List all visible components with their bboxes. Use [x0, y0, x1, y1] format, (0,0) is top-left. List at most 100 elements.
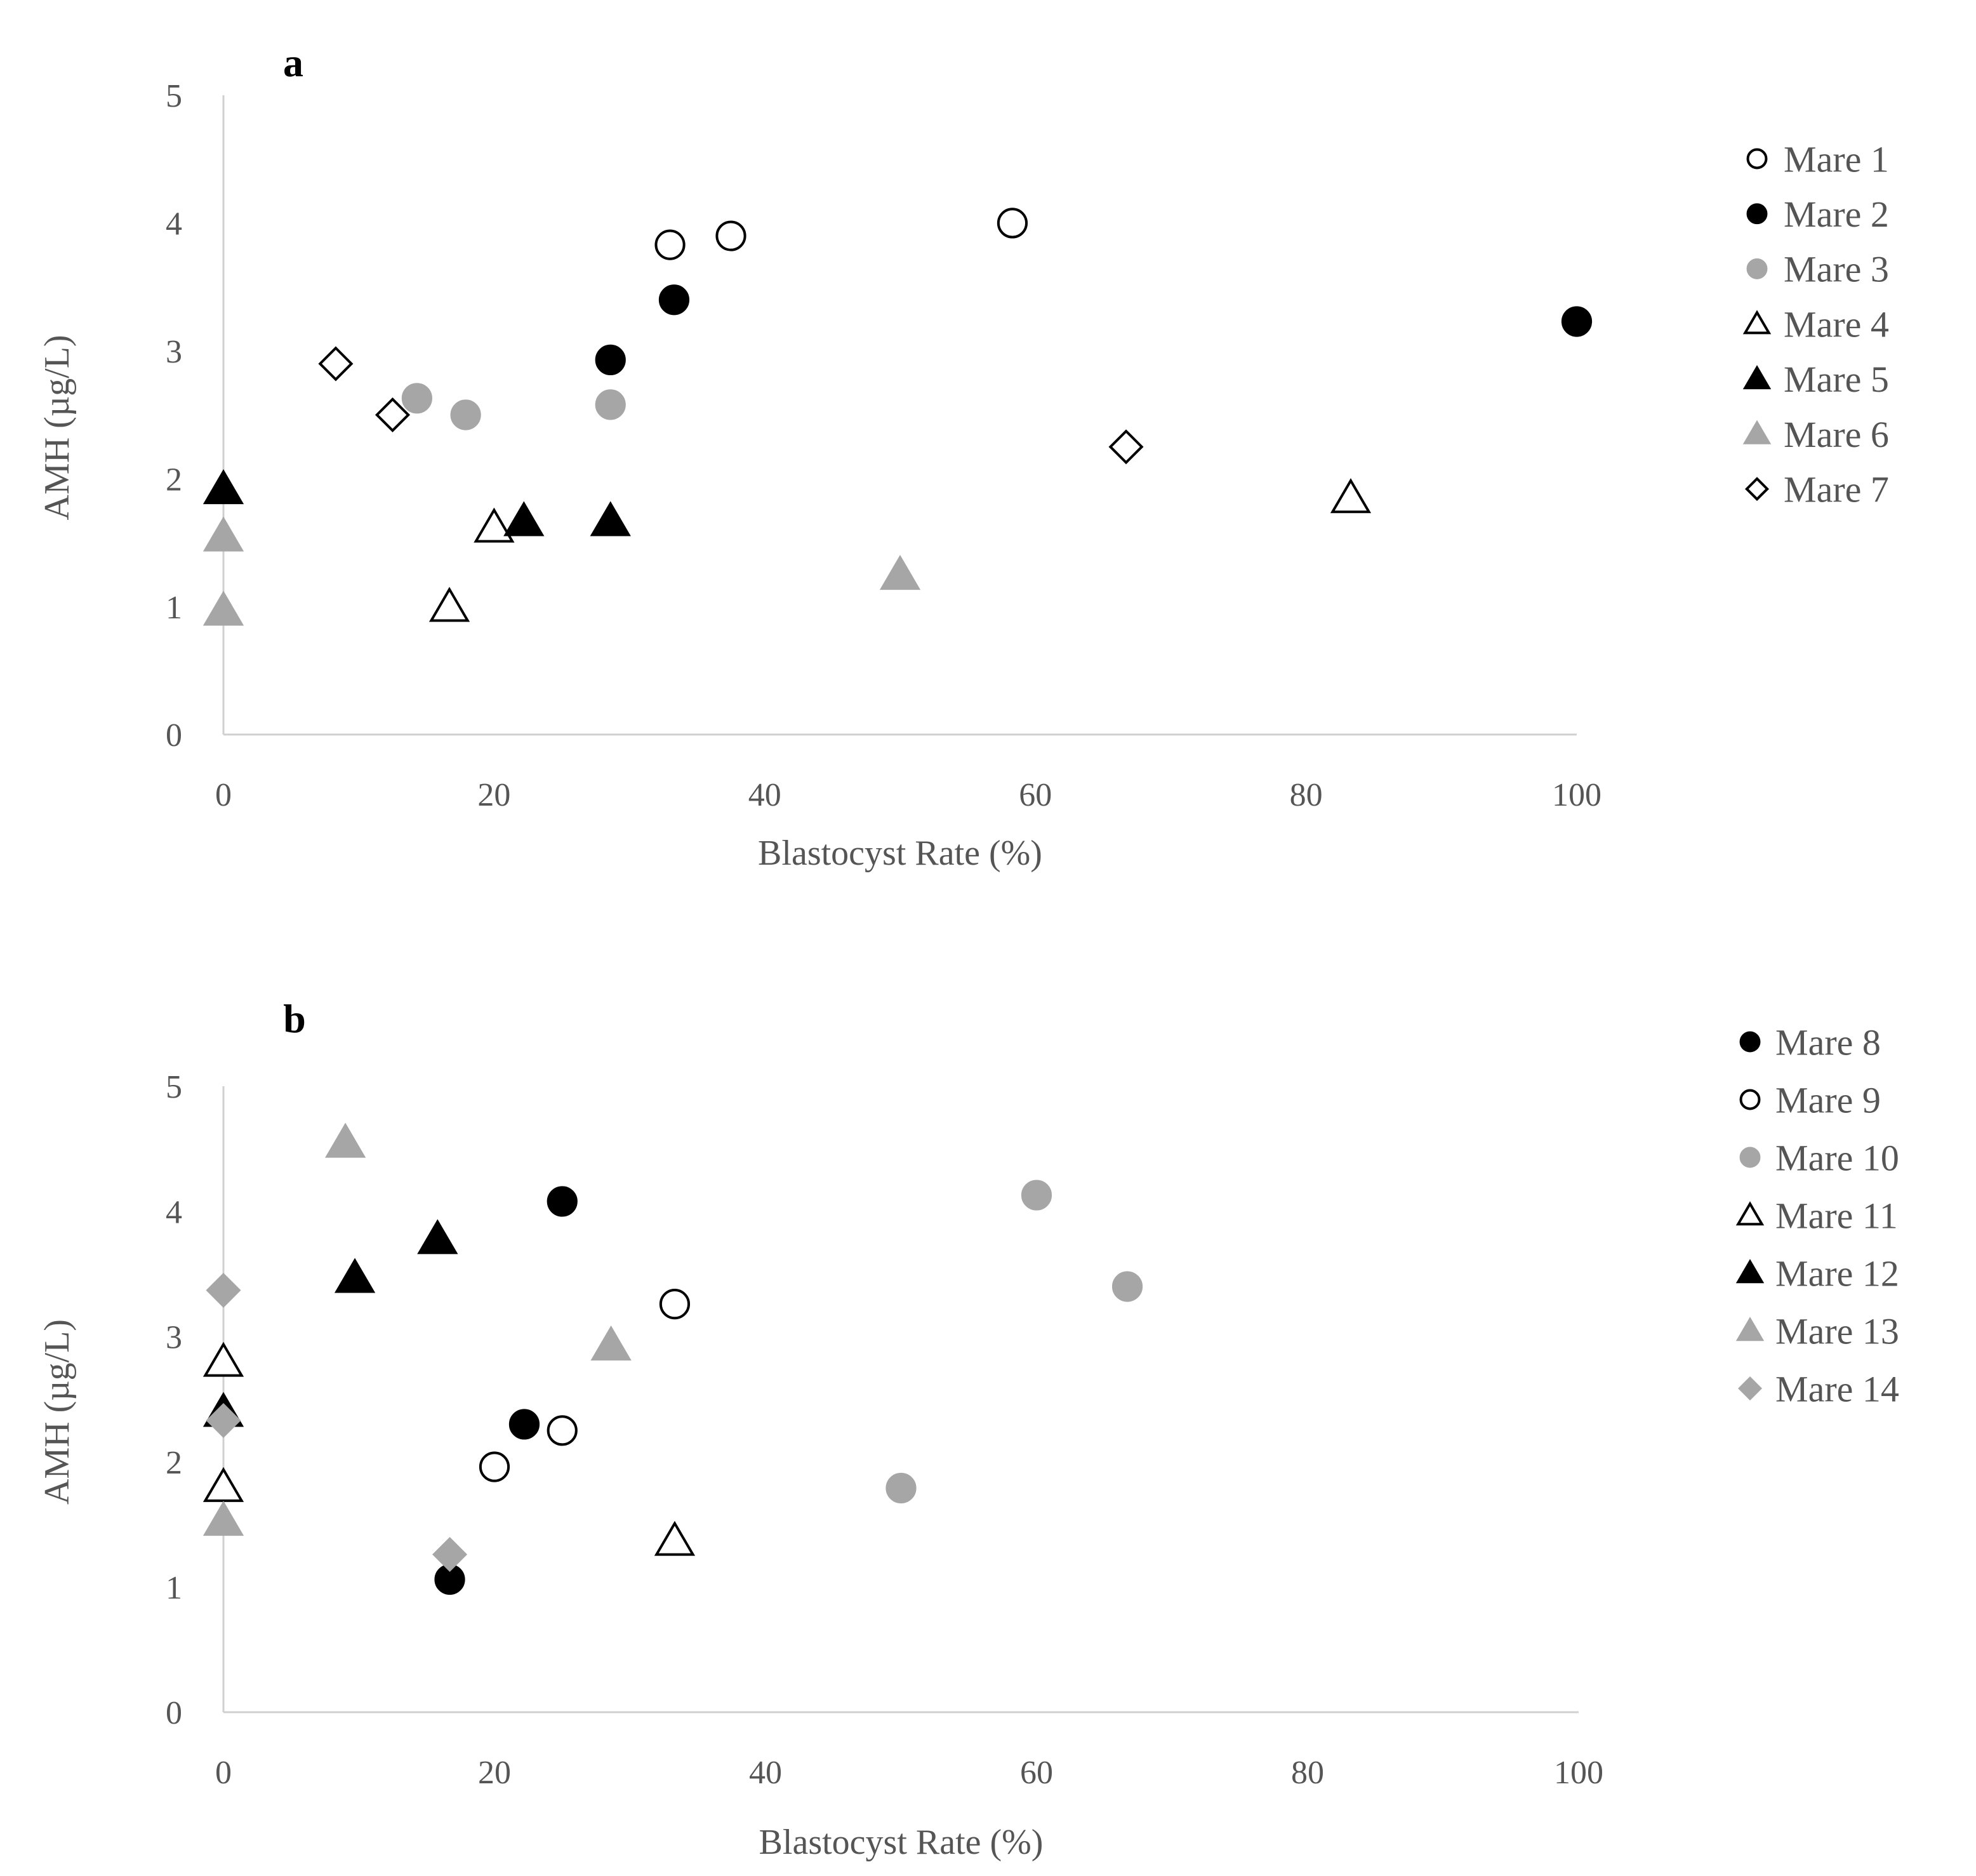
legend-label: Mare 10: [1775, 1137, 1899, 1178]
legend-marker: [1746, 148, 1768, 170]
series-mare-8: [434, 1186, 578, 1595]
data-point: [401, 383, 432, 414]
series-mare-6: [202, 516, 921, 626]
data-point: [1561, 306, 1593, 337]
legend-label: Mare 8: [1775, 1021, 1881, 1063]
data-point: [375, 397, 411, 433]
x-tick-label: 20: [477, 777, 510, 813]
y-tick-label: 3: [166, 1320, 182, 1356]
series-mare-3: [401, 383, 626, 430]
panel-a: a 0 1 2 3 4 5 0 20 40 60 80 100 Blastocyst Rate (%) AM…: [37, 40, 1889, 873]
data-point: [428, 587, 470, 622]
legend-marker: [1745, 477, 1769, 502]
legend-marker: [1738, 1376, 1762, 1400]
legend-marker: [1735, 1317, 1765, 1341]
data-point: [202, 469, 244, 505]
legend-label: Mare 3: [1784, 249, 1889, 290]
data-point: [659, 1289, 691, 1320]
y-axis-label: AMH (µg/L): [37, 335, 77, 520]
legend-label: Mare 5: [1784, 359, 1889, 400]
x-axis-label: Blastocyst Rate (%): [759, 1823, 1044, 1862]
legend-marker: [1735, 1259, 1765, 1284]
panel-label: a: [283, 40, 303, 85]
data-point: [417, 1219, 458, 1254]
legend-label: Mare 4: [1784, 303, 1889, 345]
data-point: [202, 1501, 244, 1536]
data-point: [202, 1467, 244, 1502]
data-point: [450, 399, 481, 430]
x-tick-label: 80: [1291, 1755, 1324, 1791]
data-point: [885, 1472, 917, 1504]
data-point: [202, 1341, 244, 1377]
series-mare-13: [202, 1122, 632, 1536]
legend-label: Mare 11: [1775, 1195, 1898, 1236]
data-point: [206, 1402, 241, 1439]
data-point: [474, 507, 515, 543]
legend-label: Mare 14: [1775, 1368, 1899, 1409]
data-point: [654, 1520, 696, 1556]
data-point: [590, 501, 631, 536]
data-point: [325, 1122, 366, 1158]
data-point: [202, 516, 244, 552]
x-axis-label: Blastocyst Rate (%): [758, 834, 1042, 873]
legend-label: Mare 7: [1784, 469, 1889, 510]
x-tick-label: 0: [215, 777, 232, 813]
legend-marker: [1735, 1201, 1765, 1226]
x-tick-label: 20: [478, 1755, 511, 1791]
x-tick-label: 0: [215, 1755, 232, 1791]
data-point: [879, 554, 921, 590]
series-mare-11: [202, 1341, 696, 1556]
data-point: [1108, 429, 1144, 465]
data-point: [1021, 1180, 1052, 1211]
data-point: [508, 1409, 540, 1440]
x-tick-label: 60: [1020, 1755, 1053, 1791]
legend-marker: [1742, 310, 1772, 335]
data-point: [547, 1186, 578, 1217]
y-tick-label: 3: [166, 334, 182, 370]
legend-marker: [1746, 203, 1768, 225]
legend-marker: [1746, 258, 1768, 279]
y-tick-label: 4: [166, 206, 182, 243]
series-mare-14: [206, 1272, 468, 1573]
x-tick-label: 100: [1552, 777, 1601, 813]
legend-label: Mare 2: [1784, 194, 1889, 235]
y-tick-label: 2: [166, 1445, 182, 1481]
data-point: [206, 1272, 241, 1308]
y-tick-label: 1: [166, 1570, 182, 1606]
series-mare-5: [202, 469, 631, 536]
legend-marker: [1742, 420, 1772, 444]
data-point: [432, 1536, 468, 1573]
y-tick-label: 2: [166, 462, 182, 498]
data-point: [595, 344, 626, 375]
y-tick-label: 1: [166, 590, 182, 626]
series-mare-4: [428, 478, 1372, 622]
x-tick-label: 80: [1290, 777, 1323, 813]
series-mare-7: [318, 346, 1144, 465]
data-point: [997, 208, 1028, 239]
series-mare-9: [479, 1289, 691, 1482]
series-mare-1: [654, 208, 1028, 260]
y-tick-label: 4: [166, 1194, 182, 1230]
y-axis-label: AMH (µg/L): [37, 1319, 77, 1505]
panel-b: b 0 1 2 3 4 5 0 20 40 60 80 100 Blastocyst Rate (%) AM…: [37, 996, 1899, 1862]
legend-label: Mare 6: [1784, 414, 1889, 455]
legend-label: Mare 12: [1775, 1253, 1899, 1294]
y-tick-label: 5: [166, 78, 182, 114]
series-mare-2: [595, 284, 1593, 375]
data-point: [202, 590, 244, 626]
data-point: [715, 220, 746, 251]
data-point: [1330, 478, 1372, 514]
data-point: [479, 1451, 510, 1482]
data-point: [503, 501, 545, 536]
legend-label: Mare 9: [1775, 1079, 1881, 1121]
y-tick-label: 0: [166, 1695, 182, 1731]
y-tick-label: 5: [166, 1069, 182, 1105]
x-tick-label: 100: [1554, 1755, 1603, 1791]
legend-marker: [1739, 1031, 1761, 1053]
legend-label: Mare 13: [1775, 1310, 1899, 1352]
data-point: [595, 389, 626, 420]
data-point: [654, 229, 686, 260]
y-tick-label: 0: [166, 717, 182, 754]
series-mare-10: [885, 1180, 1143, 1504]
